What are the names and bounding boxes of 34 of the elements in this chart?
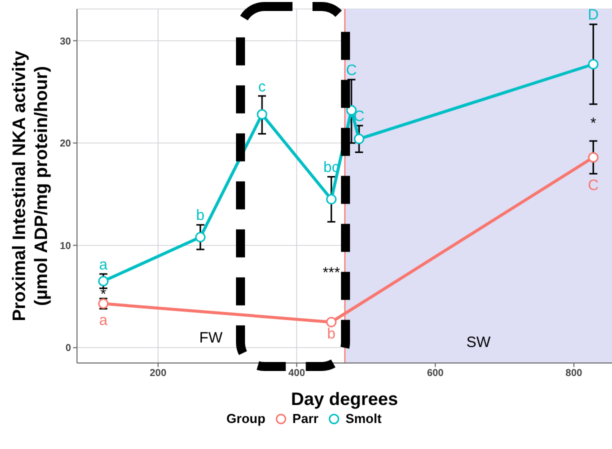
x-tick-label: 600 xyxy=(426,368,444,380)
annotation: b xyxy=(196,207,205,224)
x-axis-title: Day degrees xyxy=(290,389,398,409)
annotation: c xyxy=(258,78,266,96)
legend-label: Smolt xyxy=(345,411,382,426)
annotation: C xyxy=(346,62,358,79)
point xyxy=(326,194,337,205)
point xyxy=(326,316,337,328)
x-tick-label: 200 xyxy=(150,368,167,380)
annotation: D xyxy=(588,6,599,24)
point xyxy=(588,59,599,70)
y-tick-label: 20 xyxy=(60,138,72,150)
annotation: * xyxy=(590,114,596,132)
annotation: a xyxy=(99,312,108,330)
annotation: FW xyxy=(199,329,224,346)
y-axis-title: Proximal Intestinal NKA activity (µmol ADP/mg protein/hour) xyxy=(8,50,51,322)
y-tick-label: 30 xyxy=(60,36,72,48)
point xyxy=(98,276,109,286)
point xyxy=(195,232,206,242)
legend-label: Parr xyxy=(292,411,318,426)
legend-title: Group xyxy=(226,411,266,426)
point xyxy=(588,152,599,163)
x-tick-label: 800 xyxy=(566,368,583,380)
x-tick-label: 400 xyxy=(288,368,306,380)
annotation: b xyxy=(327,325,336,342)
annotation: C xyxy=(588,177,599,194)
point xyxy=(354,134,364,144)
annotation: *** xyxy=(322,264,340,282)
annotation: * xyxy=(100,286,106,303)
band-label: SW xyxy=(466,334,492,351)
point xyxy=(256,109,268,120)
y-tick-label: 0 xyxy=(65,343,72,354)
annotation: a xyxy=(99,256,108,274)
y-tick-label: 10 xyxy=(60,240,72,252)
